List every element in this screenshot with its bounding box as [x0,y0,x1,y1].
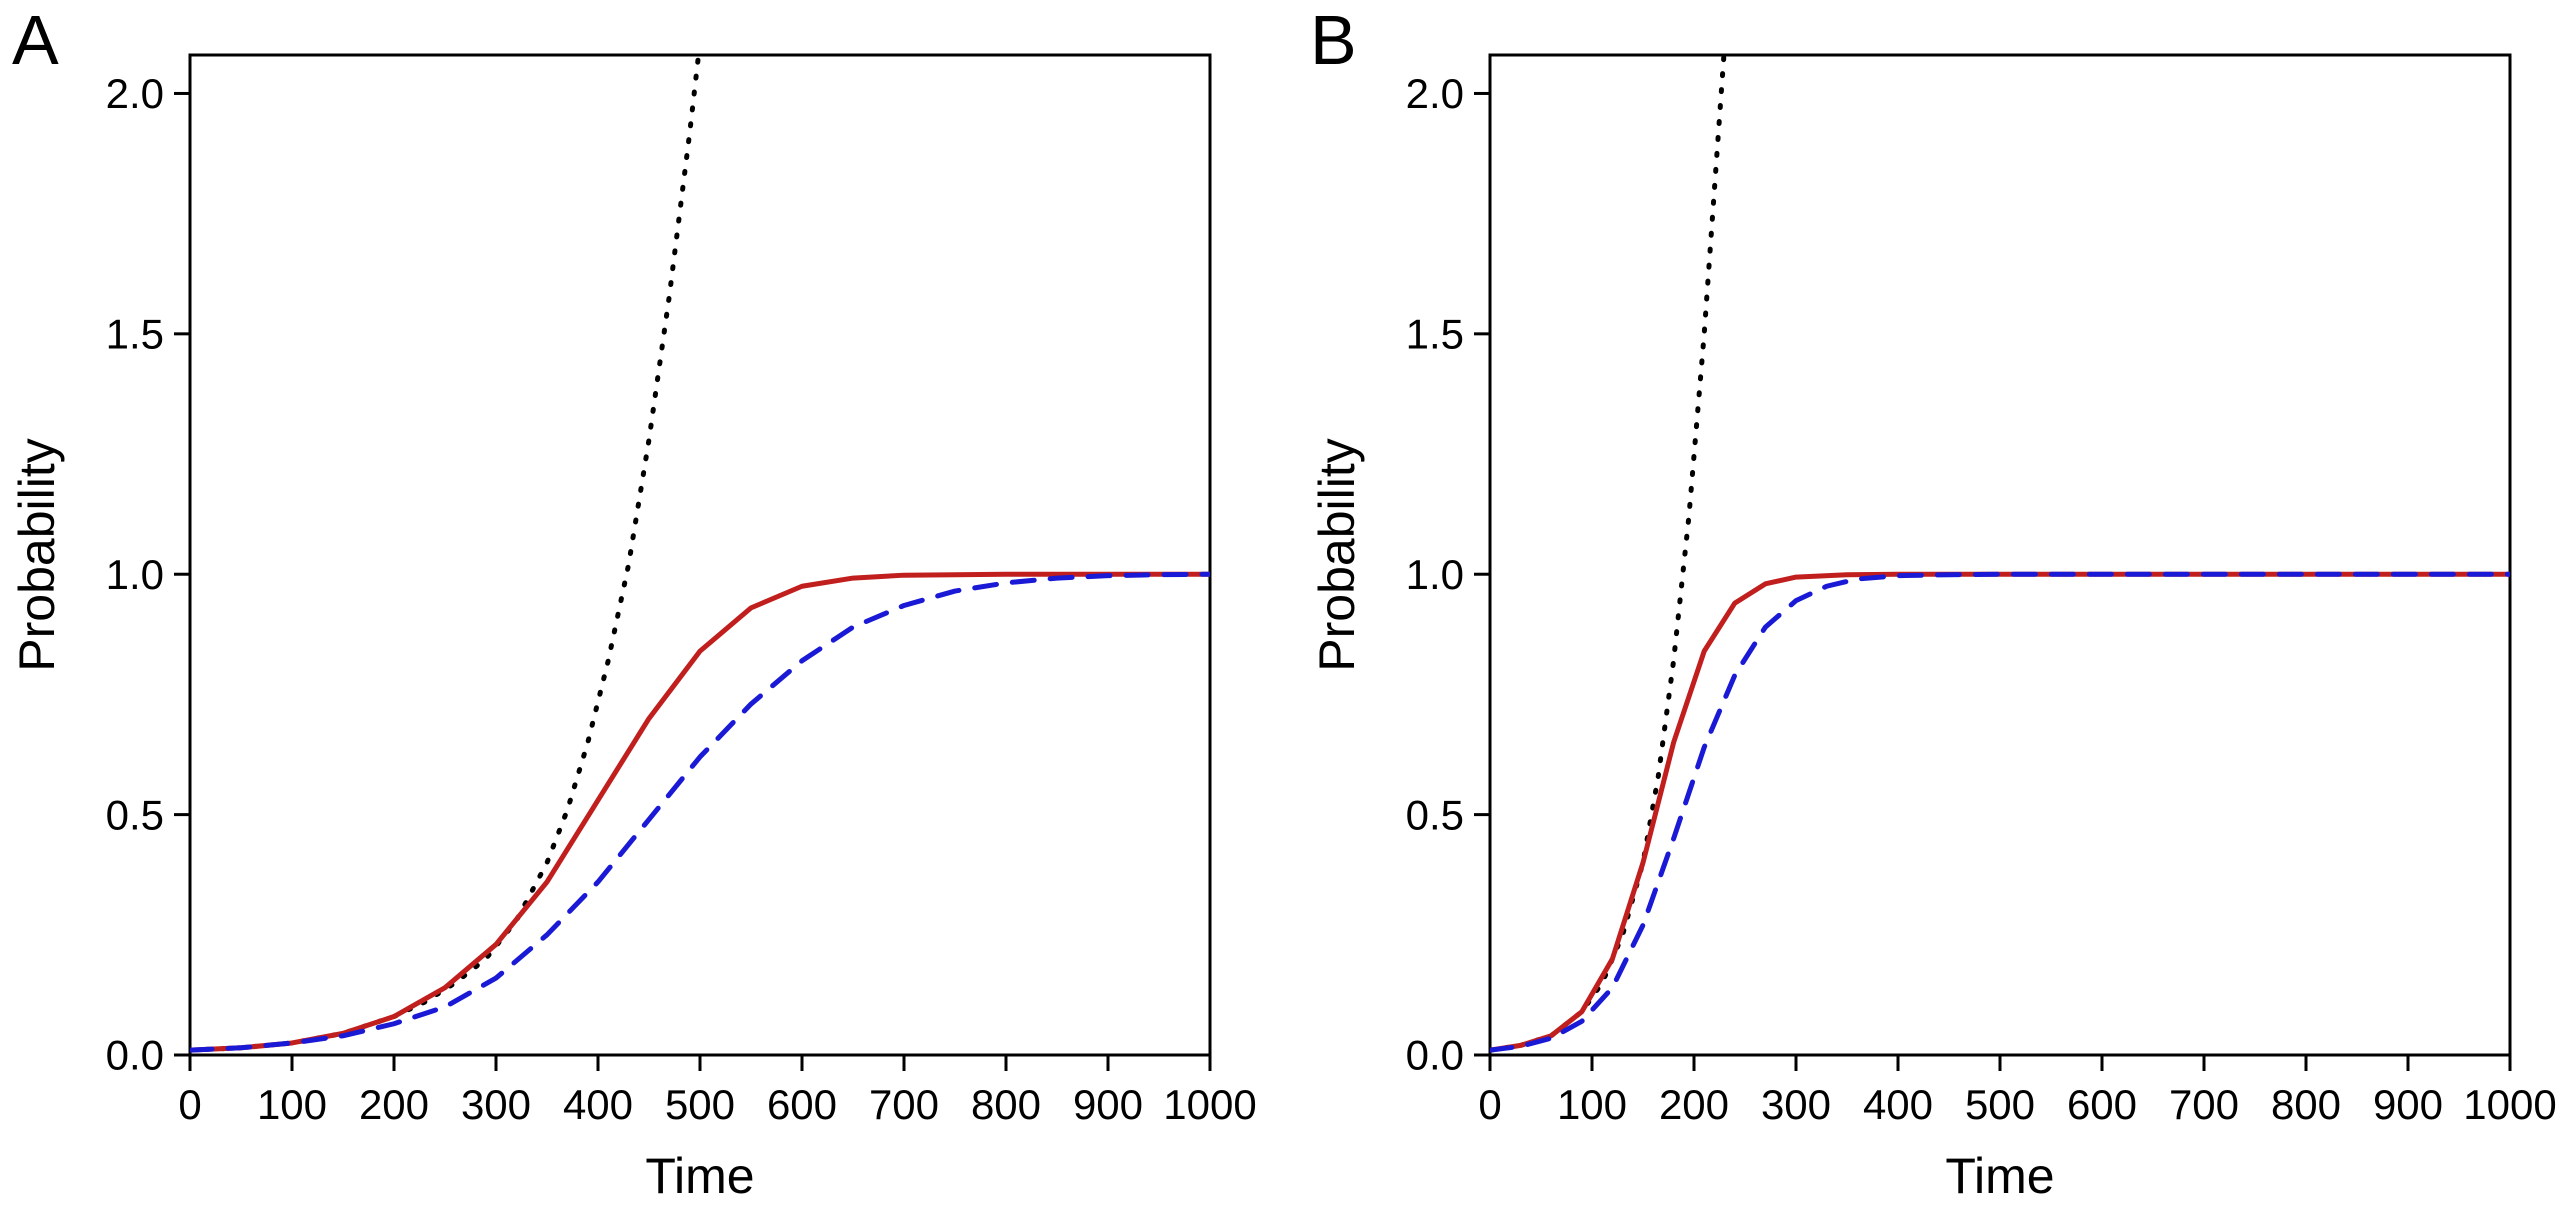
panel-a-svg: 010020030040050060070080090010000.00.51.… [0,0,2560,1227]
x-tick-label: 900 [2373,1081,2443,1128]
x-tick-label: 600 [767,1081,837,1128]
x-axis-label: Time [1945,1148,2054,1204]
x-axis-label: Time [645,1148,754,1204]
y-tick-label: 1.5 [1406,311,1464,358]
y-tick-label: 0.5 [106,791,164,838]
y-axis-label: Probability [1309,438,1365,671]
x-tick-label: 1000 [1163,1081,1256,1128]
plot-frame [1490,55,2510,1055]
panel-b-svg: 010020030040050060070080090010000.00.51.… [0,0,2560,1227]
plot-frame [190,55,1210,1055]
x-tick-label: 0 [1478,1081,1501,1128]
series-dotted-black [190,0,705,1050]
x-tick-label: 900 [1073,1081,1143,1128]
x-tick-label: 200 [1659,1081,1729,1128]
figure-container: A010020030040050060070080090010000.00.51… [0,0,2560,1227]
x-tick-label: 100 [257,1081,327,1128]
series-solid-red [1490,574,2510,1050]
y-axis-label: Probability [9,438,65,671]
x-tick-label: 400 [1863,1081,1933,1128]
y-tick-label: 2.0 [1406,70,1464,117]
x-tick-label: 300 [461,1081,531,1128]
x-tick-label: 700 [2169,1081,2239,1128]
x-tick-label: 700 [869,1081,939,1128]
x-tick-label: 100 [1557,1081,1627,1128]
x-tick-label: 0 [178,1081,201,1128]
x-tick-label: 600 [2067,1081,2137,1128]
x-tick-label: 1000 [2463,1081,2556,1128]
panel-letter-a: A [12,0,59,80]
series-dotted-black [1490,0,1730,1050]
y-tick-label: 0.0 [106,1032,164,1079]
y-tick-label: 0.0 [1406,1032,1464,1079]
series-dashed-blue [190,574,1210,1050]
x-tick-label: 300 [1761,1081,1831,1128]
x-tick-label: 200 [359,1081,429,1128]
panel-letter-b: B [1310,0,1357,80]
y-tick-label: 1.5 [106,311,164,358]
y-tick-label: 1.0 [106,551,164,598]
x-tick-label: 800 [2271,1081,2341,1128]
x-tick-label: 800 [971,1081,1041,1128]
series-dashed-blue [1490,574,2510,1050]
y-tick-label: 2.0 [106,70,164,117]
x-tick-label: 500 [665,1081,735,1128]
y-tick-label: 1.0 [1406,551,1464,598]
series-solid-red [190,574,1210,1050]
x-tick-label: 400 [563,1081,633,1128]
y-tick-label: 0.5 [1406,791,1464,838]
x-tick-label: 500 [1965,1081,2035,1128]
